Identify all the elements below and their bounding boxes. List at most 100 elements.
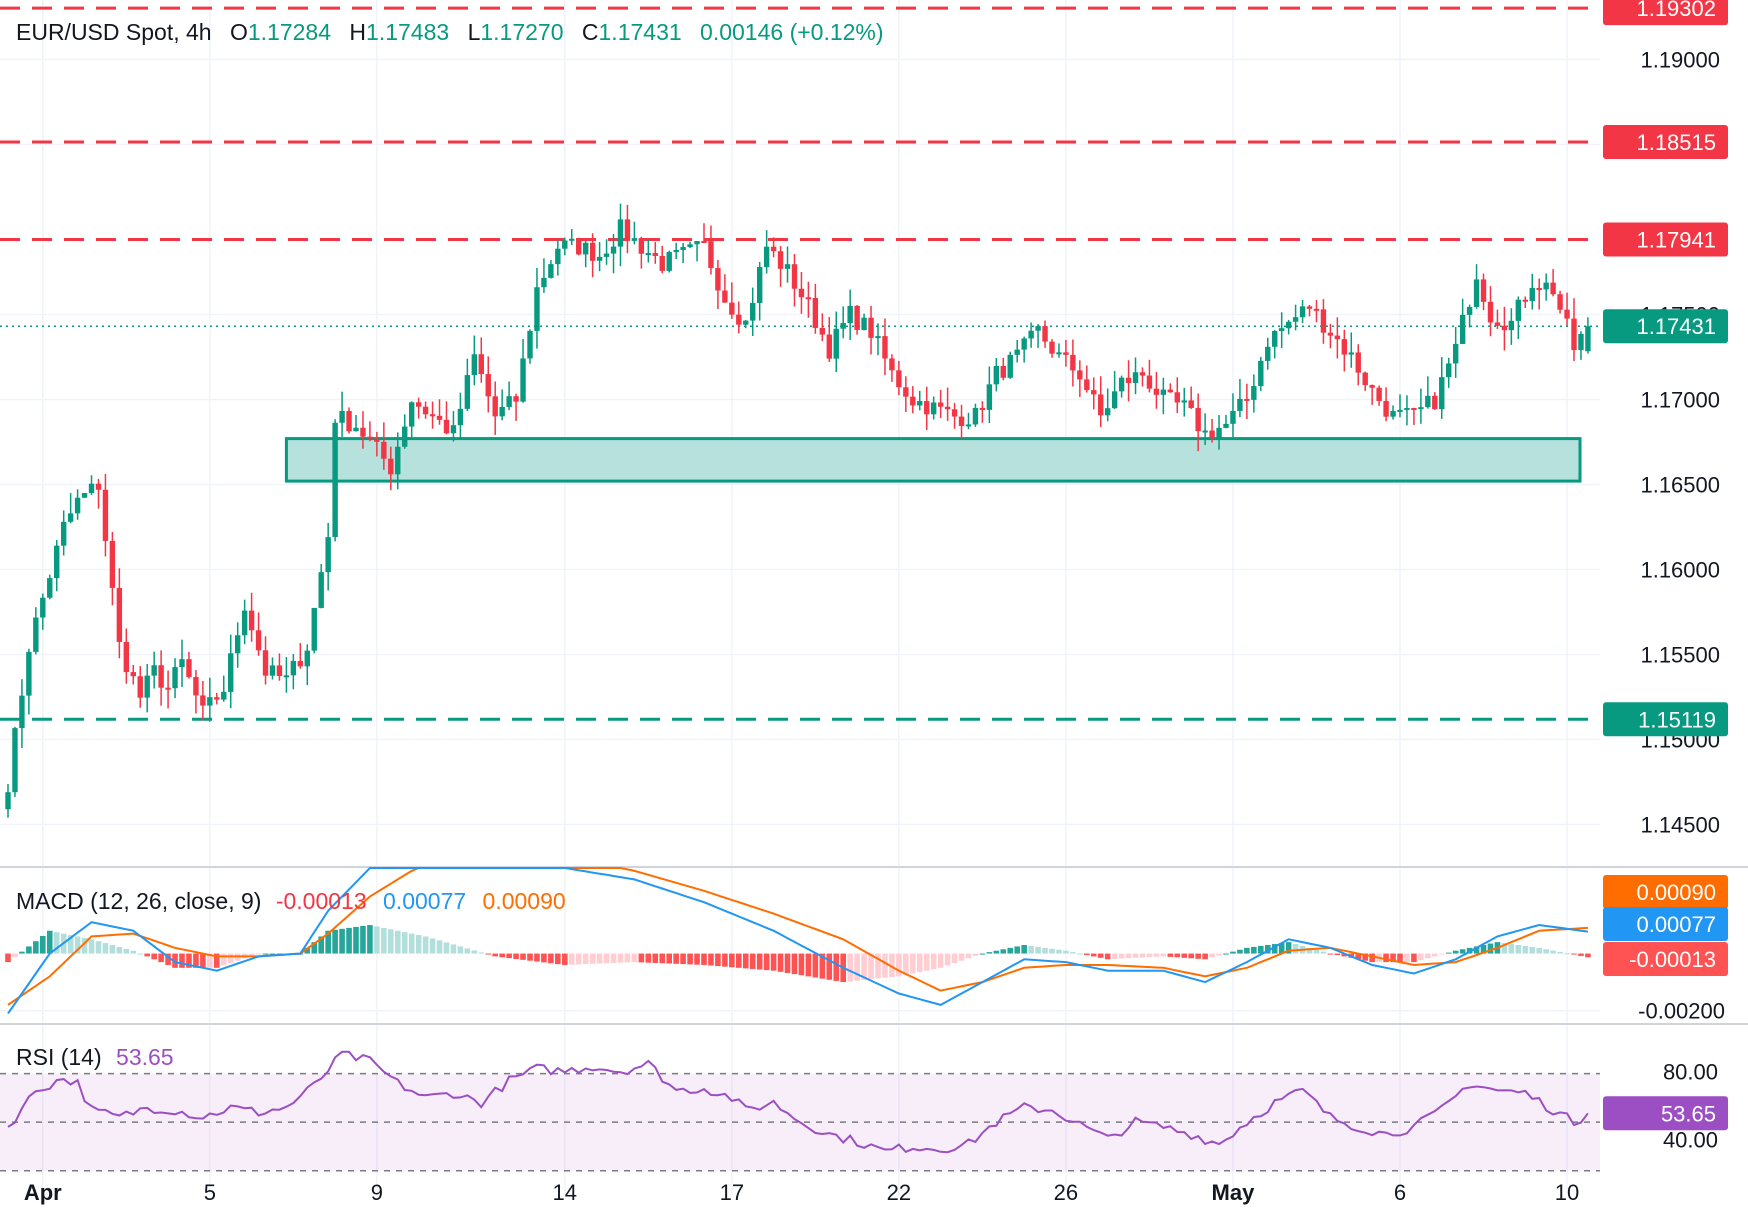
candle-body xyxy=(624,219,631,241)
candle-body xyxy=(415,402,422,407)
price-tick-label: 1.17000 xyxy=(1640,388,1720,413)
candle-body xyxy=(172,667,178,689)
macd-histogram-bar xyxy=(791,953,798,975)
candle-body xyxy=(569,238,575,241)
candle-body xyxy=(1292,317,1299,322)
macd-histogram-bar xyxy=(923,953,930,971)
candle-body xyxy=(478,354,484,375)
macd-histogram-bar xyxy=(40,935,46,954)
macd-histogram-bar xyxy=(958,953,965,961)
macd-histogram-bar xyxy=(1480,945,1487,954)
macd-histogram-bar xyxy=(471,950,478,954)
candle-body xyxy=(214,697,220,700)
candle-body xyxy=(944,406,951,410)
macd-histogram-bar xyxy=(819,953,826,979)
candle-body xyxy=(33,617,39,652)
macd-histogram-bar xyxy=(826,953,833,980)
macd-hist-value: -0.00013 xyxy=(276,888,367,914)
macd-histogram-bar xyxy=(401,932,408,954)
macd-histogram-bar xyxy=(346,927,352,954)
macd-histogram-bar xyxy=(332,929,338,954)
candle-body xyxy=(200,695,206,706)
candle-body xyxy=(972,407,979,425)
candle-body xyxy=(276,665,283,676)
macd-histogram-bar xyxy=(1487,943,1494,954)
macd-histogram-bar xyxy=(951,953,958,964)
candle-body xyxy=(666,252,672,271)
candle-body xyxy=(673,249,679,253)
candle-body xyxy=(1084,379,1090,391)
candle-body xyxy=(1167,389,1174,393)
level-tag-bg xyxy=(1603,0,1728,26)
macd-histogram-bar xyxy=(172,953,178,968)
macd-histogram-bar xyxy=(1125,953,1132,959)
macd-histogram-bar xyxy=(631,953,638,963)
candle-body xyxy=(207,697,213,706)
macd-histogram-bar xyxy=(645,953,652,963)
price-tick-label: 1.14500 xyxy=(1640,813,1720,838)
level-tag: 1.18515 xyxy=(1603,124,1728,159)
macd-histogram-bar xyxy=(1028,945,1034,954)
candle-body xyxy=(325,537,331,573)
candle-body xyxy=(67,513,74,522)
macd-histogram-bar xyxy=(617,953,624,963)
candle-body xyxy=(1181,400,1187,403)
macd-histogram-bar xyxy=(582,953,589,965)
macd-histogram-bar xyxy=(687,953,693,965)
macd-histogram-bar xyxy=(910,953,916,974)
macd-histogram-bar xyxy=(1369,953,1375,963)
candle-body xyxy=(1272,331,1278,347)
macd-histogram-bar xyxy=(374,926,380,954)
candle-body xyxy=(763,246,770,268)
candle-body xyxy=(1230,410,1236,424)
candle-body xyxy=(1125,377,1132,384)
macd-histogram-bar xyxy=(889,953,895,978)
macd-histogram-bar xyxy=(1529,946,1536,954)
candle-body xyxy=(1348,352,1354,355)
candle-body xyxy=(513,396,519,402)
candle-body xyxy=(1000,365,1006,378)
candle-body xyxy=(1480,279,1487,302)
candle-body xyxy=(694,241,700,245)
macd-histogram-bar xyxy=(19,951,25,954)
candle-body xyxy=(12,728,18,793)
macd-histogram-bar xyxy=(367,925,373,954)
candle-body xyxy=(374,438,380,442)
macd-histogram-bar xyxy=(527,953,533,961)
macd-histogram-bar xyxy=(1306,947,1313,954)
high-value: 1.17483 xyxy=(366,19,449,45)
candle-body xyxy=(304,650,310,667)
macd-histogram-bar xyxy=(193,953,199,968)
macd-histogram-bar xyxy=(972,953,979,956)
candle-body xyxy=(777,251,784,269)
candle-body xyxy=(917,401,923,406)
macd-histogram-bar xyxy=(1271,944,1278,954)
low-label: L xyxy=(468,19,481,45)
macd-tag: 0.00090 xyxy=(1603,875,1728,909)
close-label: C xyxy=(582,19,599,45)
candle-body xyxy=(74,497,81,514)
candle-body xyxy=(1550,282,1556,295)
candle-body xyxy=(1459,314,1466,344)
candle-body xyxy=(555,248,561,265)
rsi-legend: RSI (14) 53.65 xyxy=(16,1044,174,1070)
low-value: 1.17270 xyxy=(480,19,563,45)
macd-histogram-bar xyxy=(833,953,840,981)
candle-body xyxy=(1014,349,1020,355)
macd-histogram-bar xyxy=(965,953,972,959)
rsi-title: RSI (14) xyxy=(16,1044,102,1070)
candle-body xyxy=(1251,386,1257,400)
macd-histogram-bar xyxy=(541,953,547,963)
candle-body xyxy=(826,334,832,359)
chart-header: EUR/USD Spot, 4h O1.17284 H1.17483 L1.17… xyxy=(16,19,884,45)
candle-body xyxy=(19,695,25,729)
candle-body xyxy=(102,489,109,541)
symbol-label: EUR/USD Spot, 4h xyxy=(16,19,212,45)
candle-body xyxy=(1285,321,1292,329)
macd-histogram-bar xyxy=(311,942,318,954)
level-tag: 1.17941 xyxy=(1603,222,1728,257)
candle-body xyxy=(1139,372,1146,376)
candle-body xyxy=(1452,343,1459,364)
macd-histogram-bar xyxy=(95,941,102,954)
macd-histogram-bar xyxy=(381,927,387,954)
